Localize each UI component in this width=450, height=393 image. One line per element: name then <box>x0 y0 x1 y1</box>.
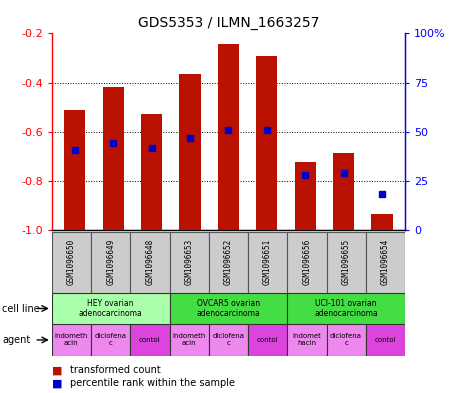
Bar <box>52 324 91 356</box>
Text: ■: ■ <box>52 378 62 388</box>
Text: contol: contol <box>139 337 161 343</box>
Text: GSM1096652: GSM1096652 <box>224 239 233 285</box>
Text: GSM1096653: GSM1096653 <box>184 239 194 285</box>
Bar <box>180 74 201 230</box>
Bar <box>366 232 405 293</box>
Bar <box>170 293 287 324</box>
Text: cell line: cell line <box>2 303 40 314</box>
Bar <box>209 232 248 293</box>
Bar <box>327 324 366 356</box>
Text: GSM1096656: GSM1096656 <box>302 239 311 285</box>
Bar <box>64 110 86 230</box>
Text: percentile rank within the sample: percentile rank within the sample <box>70 378 235 388</box>
Bar <box>141 114 162 230</box>
Bar <box>170 232 209 293</box>
Bar <box>295 162 316 230</box>
Text: HEY ovarian
adenocarcinoma: HEY ovarian adenocarcinoma <box>79 299 143 318</box>
Bar <box>333 152 354 230</box>
Bar <box>103 87 124 230</box>
Bar <box>52 232 91 293</box>
Text: GSM1096650: GSM1096650 <box>67 239 76 285</box>
Bar <box>287 324 327 356</box>
Text: ■: ■ <box>52 365 62 375</box>
Bar <box>256 55 277 230</box>
Text: contol: contol <box>374 337 396 343</box>
Bar <box>209 324 248 356</box>
Bar <box>287 293 405 324</box>
Text: GSM1096655: GSM1096655 <box>342 239 351 285</box>
Bar <box>130 324 170 356</box>
Text: agent: agent <box>2 335 31 345</box>
Text: GSM1096648: GSM1096648 <box>145 239 154 285</box>
Bar <box>218 44 239 230</box>
Bar <box>248 324 287 356</box>
Bar <box>130 232 170 293</box>
Text: GSM1096654: GSM1096654 <box>381 239 390 285</box>
Text: GSM1096649: GSM1096649 <box>106 239 115 285</box>
Title: GDS5353 / ILMN_1663257: GDS5353 / ILMN_1663257 <box>138 16 319 29</box>
Text: GSM1096651: GSM1096651 <box>263 239 272 285</box>
Bar <box>287 232 327 293</box>
Text: diclofena
c: diclofena c <box>94 333 126 347</box>
Text: contol: contol <box>257 337 279 343</box>
Text: UCI-101 ovarian
adenocarcinoma: UCI-101 ovarian adenocarcinoma <box>314 299 378 318</box>
Text: indomet
hacin: indomet hacin <box>292 333 321 347</box>
Text: indometh
acin: indometh acin <box>172 333 206 347</box>
Bar <box>366 324 405 356</box>
Text: OVCAR5 ovarian
adenocarcinoma: OVCAR5 ovarian adenocarcinoma <box>197 299 260 318</box>
Bar <box>91 324 130 356</box>
Text: indometh
acin: indometh acin <box>55 333 88 347</box>
Text: transformed count: transformed count <box>70 365 161 375</box>
Text: diclofena
c: diclofena c <box>330 333 362 347</box>
Bar <box>52 293 170 324</box>
Bar <box>170 324 209 356</box>
Bar <box>371 214 392 230</box>
Bar <box>327 232 366 293</box>
Text: diclofena
c: diclofena c <box>212 333 244 347</box>
Bar <box>91 232 130 293</box>
Bar <box>248 232 287 293</box>
